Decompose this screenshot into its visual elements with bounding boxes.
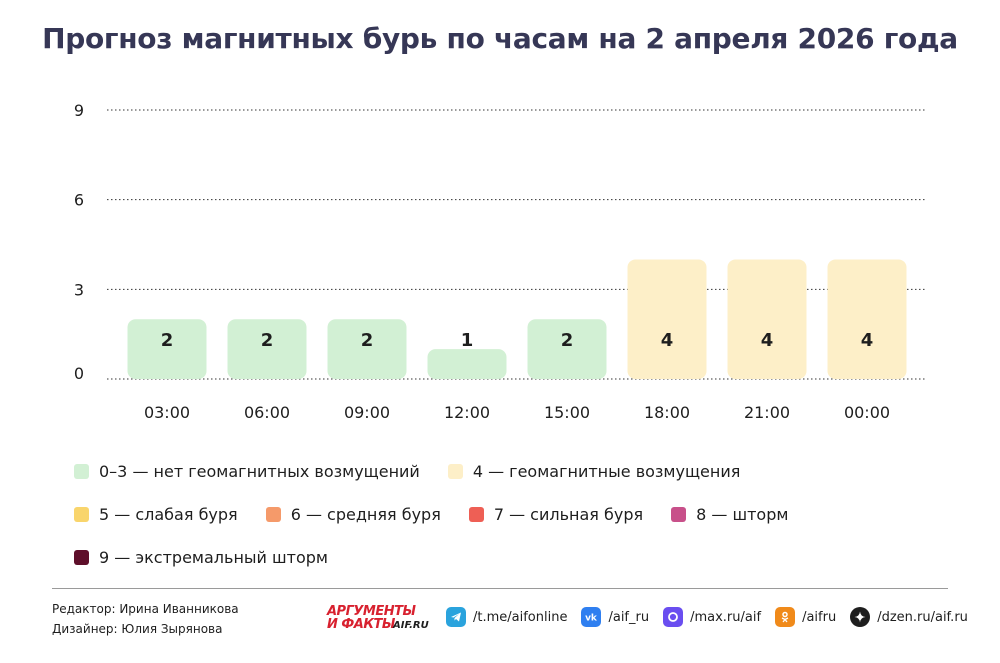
y-tick-label: 6 <box>74 191 84 210</box>
bar-value-label: 2 <box>361 330 374 351</box>
vk-icon: vk <box>581 607 602 627</box>
bar-chart: 0 3 6 9 2 03:00 2 06:00 2 09:00 1 12:00 2 15:00 4 18:00… <box>74 101 927 422</box>
bar-value-label: 1 <box>461 330 474 351</box>
legend-item: 9 — экстремальный шторм <box>74 548 328 567</box>
legend-label: 6 — средняя буря <box>290 504 441 524</box>
telegram-icon <box>446 607 466 627</box>
bar-value-label: 2 <box>261 330 274 351</box>
social-link-label: /max.ru/aif <box>690 609 762 625</box>
bar <box>327 319 407 379</box>
footer-divider <box>52 588 948 589</box>
editor-credit: Редактор: Ирина Иванникова <box>52 602 239 616</box>
x-tick-label: 00:00 <box>844 403 890 422</box>
x-tick-label: 21:00 <box>744 403 790 422</box>
x-tick-label: 09:00 <box>344 403 390 422</box>
logo-bottom-text: И ФАКТЫ <box>327 617 395 632</box>
legend-row: 9 — экстремальный шторм <box>74 546 816 568</box>
social-link-label: /t.me/aifonline <box>473 609 568 625</box>
social-link-label: /dzen.ru/aif.ru <box>877 609 968 625</box>
svg-text:vk: vk <box>586 614 598 624</box>
x-tick-label: 18:00 <box>644 403 690 422</box>
max-icon <box>663 607 684 627</box>
legend-item: 8 — шторм <box>671 505 788 524</box>
odnoklassniki-icon <box>775 607 796 627</box>
social-link[interactable]: /t.me/aifonline <box>446 607 567 627</box>
legend-label: 8 — шторм <box>696 504 789 524</box>
bar-value-label: 4 <box>661 330 674 351</box>
chart-title: Прогноз магнитных бурь по часам на 2 апр… <box>42 22 958 55</box>
legend-swatch <box>74 463 89 479</box>
aif-logo: АРГУМЕНТЫ И ФАКТЫ AIF.RU <box>327 604 435 632</box>
designer-credit: Дизайнер: Юлия Зырянова <box>52 622 223 636</box>
bar-value-label: 2 <box>561 330 574 351</box>
logo-top-text: АРГУМЕНТЫ <box>327 604 416 619</box>
social-link-label: /aif_ru <box>608 609 650 625</box>
legend-label: 4 — геомагнитные возмущения <box>472 461 741 481</box>
social-link[interactable]: /max.ru/aif <box>663 607 761 627</box>
bar <box>727 259 807 379</box>
bar-value-label: 4 <box>761 330 774 351</box>
x-tick-label: 03:00 <box>144 403 190 422</box>
social-link[interactable]: /aifru <box>775 607 836 627</box>
social-links: /t.me/aifonline vk/aif_ru/max.ru/aif/aifr… <box>446 607 982 627</box>
legend-swatch <box>265 506 281 522</box>
x-tick-label: 06:00 <box>244 403 290 422</box>
y-tick-label: 9 <box>74 101 84 120</box>
credits: Редактор: Ирина Иванникова Дизайнер: Юли… <box>52 599 239 639</box>
legend-item: 6 — средняя буря <box>265 504 441 524</box>
bar-value-label: 4 <box>861 330 874 351</box>
social-link-label: /aifru <box>802 609 837 625</box>
legend-item: 0–3 — нет геомагнитных возмущений <box>74 462 420 481</box>
legend-swatch <box>671 506 687 522</box>
bar <box>227 319 307 379</box>
bar-value-label: 2 <box>161 330 174 351</box>
legend-swatch <box>468 506 484 522</box>
y-tick-label: 0 <box>74 364 84 383</box>
legend-item: 7 — сильная буря <box>468 504 644 524</box>
legend-label: 9 — экстремальный шторм <box>99 547 328 567</box>
y-tick-label: 3 <box>74 280 84 299</box>
bar <box>427 349 507 379</box>
legend-swatch <box>74 549 89 565</box>
legend-swatch <box>74 506 89 522</box>
logo-sub-text: AIF.RU <box>393 620 429 631</box>
bar <box>127 319 207 379</box>
social-link[interactable]: /dzen.ru/aif.ru <box>850 607 968 627</box>
legend-label: 7 — сильная буря <box>493 504 644 524</box>
legend-row: 5 — слабая буря 6 — средняя буря 7 — сильн… <box>74 503 816 525</box>
legend-label: 5 — слабая буря <box>99 504 238 524</box>
social-link[interactable]: vk/aif_ru <box>581 607 649 627</box>
x-tick-label: 12:00 <box>444 403 490 422</box>
bar <box>827 259 907 379</box>
legend-swatch <box>447 463 463 479</box>
legend-item: 5 — слабая буря <box>74 505 238 524</box>
bar <box>627 259 707 379</box>
legend-row: 0–3 — нет геомагнитных возмущений 4 — гео… <box>74 460 816 482</box>
bar <box>527 319 607 379</box>
legend-label: 0–3 — нет геомагнитных возмущений <box>99 461 420 481</box>
legend: 0–3 — нет геомагнитных возмущений 4 — гео… <box>74 460 816 589</box>
x-tick-label: 15:00 <box>544 403 590 422</box>
legend-item: 4 — геомагнитные возмущения <box>447 461 741 481</box>
dzen-icon <box>850 607 871 627</box>
